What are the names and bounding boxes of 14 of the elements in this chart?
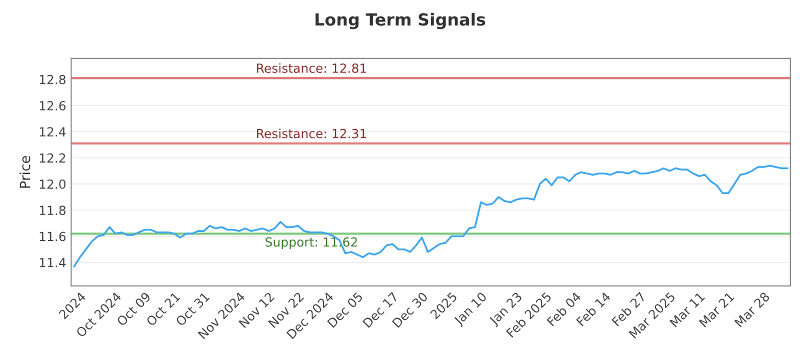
y-tick-label: 12.4 (40, 127, 66, 136)
y-tick-label: 12.2 (40, 153, 66, 163)
line-series (73, 164, 788, 268)
chart-title: Long Term Signals (316, 12, 486, 30)
y-tick-label: 11.8 (40, 206, 66, 216)
y-axis-title: Price (20, 156, 30, 188)
y-tick-label: 12.8 (40, 74, 66, 84)
y-tick-label: 11.4 (40, 258, 66, 268)
ref-line-label: Resistance: 12.31 (257, 128, 366, 138)
ref-line-label: Resistance: 12.81 (257, 63, 366, 73)
y-tick-label: 12.6 (40, 100, 66, 110)
y-tick-label: 12.0 (40, 179, 66, 189)
x-tick-label: Mar 28 (734, 292, 770, 328)
y-tick-label: 11.6 (40, 232, 66, 242)
